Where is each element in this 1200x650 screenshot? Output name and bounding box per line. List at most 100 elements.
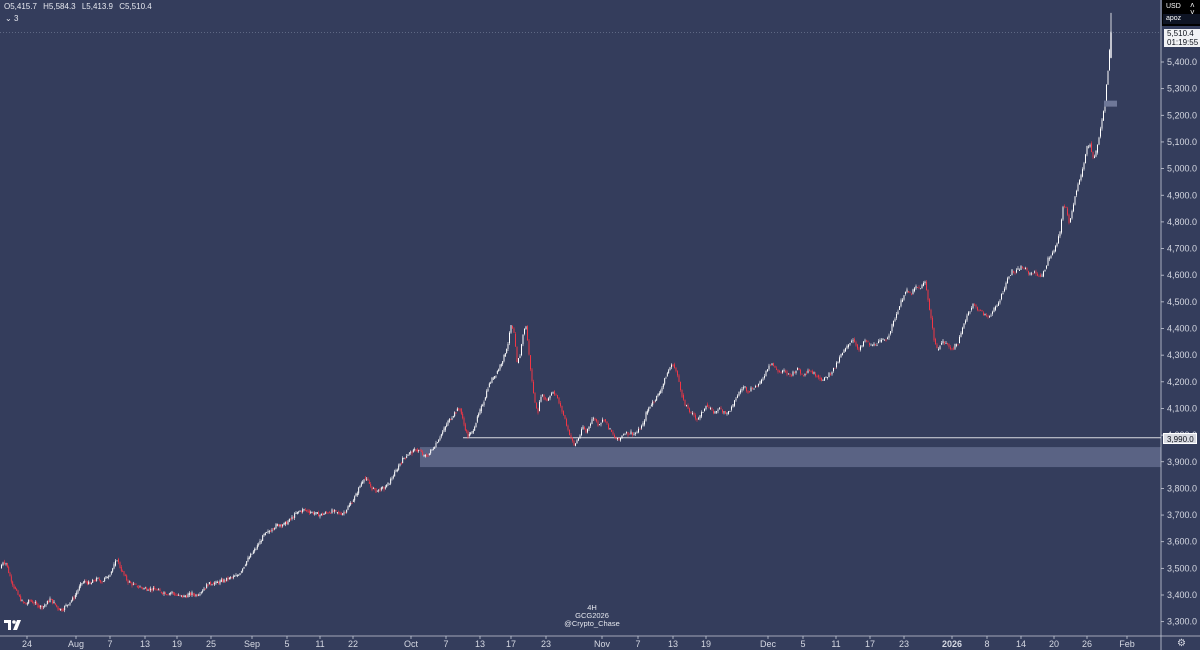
candle (767, 369, 768, 373)
price-tick-label: 3,500.0 (1167, 563, 1197, 573)
candle (280, 523, 282, 529)
candle (331, 508, 333, 514)
candle (304, 508, 306, 512)
candle (761, 378, 762, 384)
candle (653, 401, 655, 404)
candle (230, 576, 232, 580)
candle (179, 594, 181, 597)
candle (322, 512, 324, 517)
candle (366, 476, 368, 482)
candle (131, 582, 133, 588)
currency-label[interactable]: USD (1166, 3, 1181, 10)
time-axis[interactable]: 24 Aug 7 13 19 25 Sep 5 11 22 Oct 7 13 17 23 Nov 7 13 19 De… (22, 636, 1135, 649)
candle (120, 565, 122, 573)
candle (837, 361, 839, 364)
price-tick-label: 5,100.0 (1167, 137, 1197, 147)
price-tick-label: 4,800.0 (1167, 217, 1197, 227)
candle (10, 574, 12, 584)
chevron-up-icon[interactable]: ˄ (1190, 1, 1195, 10)
candle (567, 424, 569, 432)
current-price: 5,510.4 (1167, 29, 1194, 38)
candle (801, 373, 803, 375)
tradingview-logo-icon[interactable] (4, 619, 24, 631)
demand-zone[interactable] (420, 447, 1161, 468)
candle (513, 327, 515, 334)
candle (795, 370, 797, 375)
candle (406, 454, 408, 459)
candle (411, 450, 413, 456)
chevron-down-icon: ⌄ (5, 14, 12, 23)
candle (705, 405, 707, 411)
indicators-toggle[interactable]: ⌄ 3 (5, 14, 18, 23)
small-rectangle-drawing[interactable] (1104, 100, 1117, 107)
candle (855, 340, 857, 347)
candle (597, 420, 599, 427)
candle (714, 410, 716, 414)
candle (252, 550, 254, 555)
candle (470, 431, 472, 436)
gear-icon[interactable]: ⚙ (1177, 638, 1186, 649)
candle (146, 586, 148, 592)
candle (375, 487, 377, 493)
candle (957, 344, 959, 346)
candle (561, 405, 563, 414)
candle (388, 483, 390, 485)
candle (848, 344, 849, 349)
candle (861, 344, 863, 348)
candle (828, 372, 830, 378)
candle (32, 599, 34, 604)
candle (612, 430, 614, 436)
candle (384, 485, 386, 490)
candle (762, 376, 764, 382)
candle (749, 391, 750, 393)
candle (650, 403, 652, 407)
candle (187, 592, 189, 598)
watermark-timeframe: 4H (587, 603, 597, 612)
candle (699, 415, 701, 421)
candle (923, 281, 924, 287)
candle (972, 303, 974, 310)
candle (162, 592, 164, 595)
candle (479, 408, 481, 415)
candle (554, 390, 555, 396)
price-tick-label: 4,700.0 (1167, 244, 1197, 254)
candle (298, 510, 300, 514)
candle (1046, 265, 1047, 270)
candle (818, 374, 819, 380)
candle (990, 313, 992, 317)
candle (782, 369, 783, 374)
candle (503, 354, 505, 363)
candle (416, 447, 418, 453)
candle (72, 596, 74, 602)
candle (590, 422, 591, 428)
candle (842, 352, 843, 356)
candle (519, 354, 521, 359)
candle (948, 343, 950, 349)
price-tick-label: 3,700.0 (1167, 510, 1197, 520)
candle (789, 373, 791, 377)
candle (486, 389, 488, 399)
candle (728, 411, 729, 415)
chevron-down-icon[interactable]: ˅ (1190, 8, 1195, 17)
candle (636, 430, 638, 434)
candle (251, 553, 253, 555)
candle (824, 377, 825, 382)
candle (956, 343, 957, 348)
candle (491, 377, 493, 384)
candle (232, 574, 234, 580)
candle (200, 591, 202, 595)
candle (408, 452, 410, 456)
time-tick-label: 7 (443, 639, 448, 649)
price-tick-label: 3,300.0 (1167, 617, 1197, 627)
candle (46, 600, 48, 605)
candle (480, 404, 482, 414)
candle (407, 454, 409, 457)
price-axis[interactable]: 5,400.0 5,300.0 5,200.0 5,100.0 5,000.0 4,900… (1161, 57, 1197, 627)
candle (866, 339, 867, 343)
candle (391, 476, 393, 481)
candle (891, 323, 893, 333)
scale-mode-button[interactable]: apoz (1163, 14, 1200, 24)
candle (633, 432, 635, 436)
candle (515, 332, 516, 347)
